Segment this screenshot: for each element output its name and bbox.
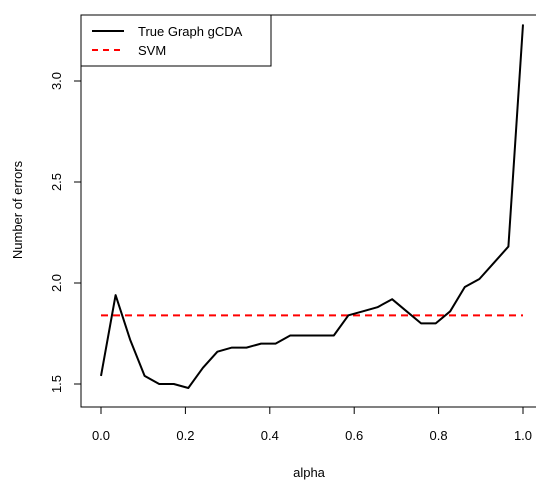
x-tick-label: 0.2 [176,428,194,443]
x-axis-title: alpha [293,465,326,480]
legend-label-svm: SVM [138,43,166,58]
y-tick-label: 2.5 [49,173,64,191]
x-tick-label: 0.8 [430,428,448,443]
x-tick-label: 1.0 [514,428,532,443]
series-line-true-graph-gcda [100,24,524,389]
y-axis: 1.5 2.0 2.5 3.0 [49,72,82,393]
plot-frame [80,14,536,408]
x-axis: 0.0 0.2 0.4 0.6 0.8 1.0 [92,406,532,443]
y-tick-label: 3.0 [49,72,64,90]
y-axis-title: Number of errors [10,160,25,259]
legend-label-true-graph-gcda: True Graph gCDA [138,24,243,39]
x-tick-label: 0.0 [92,428,110,443]
legend-box [80,14,272,67]
y-tick-label: 2.0 [49,274,64,292]
series-layer [100,24,524,389]
legend: True Graph gCDA SVM [80,14,272,67]
x-tick-label: 0.4 [261,428,279,443]
x-tick-label: 0.6 [345,428,363,443]
y-tick-label: 1.5 [49,375,64,393]
